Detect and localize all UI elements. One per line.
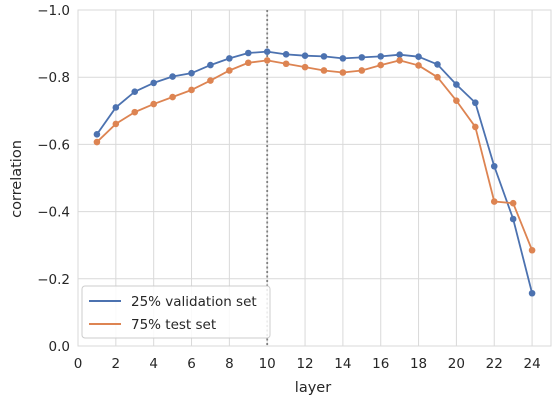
data-point — [358, 67, 366, 74]
x-tick-label: 12 — [296, 356, 313, 372]
data-point — [490, 162, 498, 170]
data-point — [415, 62, 422, 69]
data-point — [509, 215, 517, 223]
data-point — [415, 53, 422, 61]
data-point — [263, 48, 271, 55]
series-line — [96, 59, 533, 251]
x-axis-label: layer — [295, 380, 331, 396]
data-point — [528, 246, 536, 254]
x-tick-label: 6 — [187, 356, 196, 372]
data-point — [358, 54, 366, 61]
data-point — [188, 86, 195, 94]
plot-border — [77, 9, 552, 347]
data-point — [472, 99, 479, 107]
y-tick-label: −0.4 — [37, 205, 70, 221]
y-tick-label: 0.0 — [49, 339, 70, 355]
x-tick-label: 24 — [523, 356, 540, 372]
data-point — [131, 108, 139, 116]
data-point — [396, 57, 403, 64]
data-point — [339, 69, 347, 76]
data-point — [396, 51, 403, 58]
data-point — [93, 131, 101, 138]
x-tick-label: 10 — [259, 356, 276, 372]
series-1 — [93, 57, 536, 254]
data-point — [226, 67, 233, 74]
legend-label-validation: 25% validation set — [131, 294, 257, 310]
x-tick-label: 22 — [486, 356, 503, 372]
data-point — [339, 55, 347, 62]
data-point — [263, 57, 271, 64]
data-point — [528, 289, 536, 297]
data-point — [282, 60, 290, 68]
data-point — [244, 59, 252, 67]
x-tick-label: 8 — [225, 356, 234, 372]
x-tick-label: 2 — [112, 356, 121, 372]
data-point — [131, 88, 139, 95]
data-point — [169, 93, 176, 101]
data-point — [301, 52, 309, 59]
data-point — [453, 81, 460, 88]
x-tick-labels: 0 2 4 6 8 10 12 14 16 18 20 22 24 — [74, 356, 541, 372]
series-line — [96, 50, 533, 294]
data-point — [282, 51, 290, 58]
plot-frame — [77, 9, 552, 347]
legend-box — [81, 285, 271, 339]
data-point — [509, 199, 517, 207]
data-point — [320, 53, 328, 60]
legend-label-test: 75% test set — [131, 317, 216, 333]
data-point — [93, 138, 101, 146]
x-tick-label: 14 — [334, 356, 351, 372]
y-tick-label: −0.8 — [37, 70, 70, 86]
data-point — [434, 61, 441, 68]
data-point — [434, 73, 441, 81]
x-tick-label: 0 — [74, 356, 83, 372]
data-point — [207, 77, 214, 84]
x-tick-label: 4 — [149, 356, 158, 372]
data-point — [490, 198, 498, 205]
data-point — [169, 73, 176, 80]
data-point — [320, 67, 328, 74]
data-point — [301, 63, 309, 71]
data-point — [244, 49, 252, 57]
series-0 — [93, 48, 536, 297]
data-point — [188, 69, 195, 77]
x-tick-label: 20 — [448, 356, 465, 372]
data-point — [453, 97, 460, 105]
data-point — [377, 61, 385, 69]
data-point — [150, 79, 157, 87]
y-tick-label: −0.6 — [37, 137, 70, 153]
x-tick-label: 16 — [372, 356, 389, 372]
x-tick-label: 18 — [410, 356, 427, 372]
data-point — [112, 120, 120, 128]
data-point — [150, 100, 157, 108]
series-group — [93, 48, 536, 297]
data-point — [377, 53, 385, 60]
data-point — [207, 61, 214, 69]
data-point — [226, 55, 233, 62]
data-point — [112, 104, 120, 111]
legend: 25% validation set 75% test set — [81, 285, 271, 339]
y-axis-label: correlation — [9, 140, 25, 218]
data-point — [472, 123, 479, 131]
y-tick-labels: 0.0 −0.2 −0.4 −0.6 −0.8 −1.0 — [37, 3, 70, 355]
y-tick-label: −1.0 — [37, 3, 70, 19]
y-tick-label: −0.2 — [37, 272, 70, 288]
